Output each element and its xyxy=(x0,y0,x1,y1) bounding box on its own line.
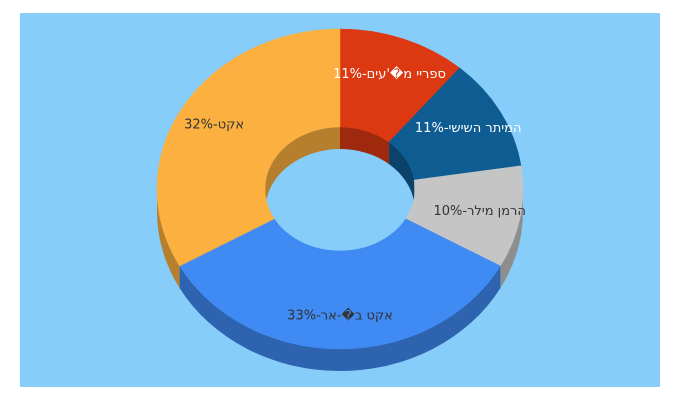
slice-inner-wall-1-0 xyxy=(389,142,415,202)
slice-label-3: אקט ב�-אר-33% xyxy=(287,307,393,324)
slice-label-2: הרמן מילר-10% xyxy=(433,204,525,219)
slice-4 xyxy=(156,28,341,267)
slice-outer-wall-2 xyxy=(500,189,523,288)
slice-label-4: אקט-32% xyxy=(184,118,244,133)
slice-3 xyxy=(179,218,501,350)
slice-label-0: ספריי מ�'עים-11% xyxy=(333,65,446,82)
slice-outer-wall-4 xyxy=(157,189,180,288)
slice-outer-wall-3 xyxy=(179,265,501,372)
slice-inner-wall-0-0 xyxy=(340,127,390,165)
slice-label-1: המיתר השישי-11% xyxy=(415,121,522,136)
slice-labels: ספריי מ�'עים-11% המיתר השישי-11% הרמן מילר… xyxy=(184,65,526,324)
donut-top xyxy=(156,28,524,350)
